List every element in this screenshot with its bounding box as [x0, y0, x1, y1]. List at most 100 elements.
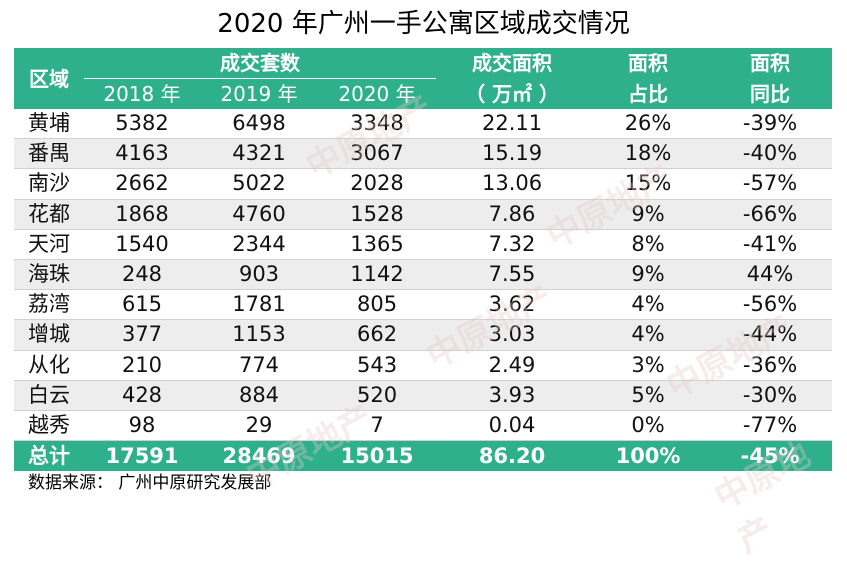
cell-yoy: -39%: [708, 109, 833, 140]
cell-area: 3.93: [436, 380, 589, 412]
header-year-2019: 2019 年: [200, 78, 318, 109]
cell-y2020: 3067: [318, 138, 437, 170]
cell-share: 26%: [588, 109, 709, 140]
cell-y2020: 1528: [318, 199, 437, 230]
cell-share: 3%: [588, 350, 709, 381]
cell-y2019: 1153: [200, 319, 318, 351]
cell-region: 增城: [14, 319, 84, 351]
cell-y2018: 2662: [84, 168, 200, 200]
cell-y2019: 774: [200, 350, 318, 381]
cell-y2018: 210: [84, 350, 200, 381]
cell-area: 3.03: [436, 319, 589, 351]
cell-y2020: 15015: [318, 440, 437, 472]
header-yoy-line2: 同比: [708, 78, 833, 109]
cell-area: 22.11: [436, 109, 589, 140]
cell-y2020: 520: [318, 380, 437, 412]
cell-yoy: -44%: [708, 319, 833, 351]
cell-y2020: 2028: [318, 168, 437, 200]
cell-area: 86.20: [436, 440, 589, 472]
cell-yoy: 44%: [708, 259, 833, 291]
header-area-line1: 成交面积: [436, 48, 589, 79]
cell-yoy: -66%: [708, 199, 833, 230]
table-row: 海珠 248 903 1142 7.55 9% 44%: [14, 259, 833, 291]
header-units-group: 成交套数: [84, 48, 437, 79]
cell-y2020: 1142: [318, 259, 437, 291]
table-row: 黄埔 5382 6498 3348 22.11 26% -39%: [14, 109, 833, 140]
cell-area: 2.49: [436, 350, 589, 381]
cell-y2019: 884: [200, 380, 318, 412]
header-region: 区域: [14, 48, 84, 109]
cell-region: 南沙: [14, 168, 84, 200]
cell-y2020: 3348: [318, 109, 437, 140]
cell-y2020: 7: [318, 410, 437, 442]
cell-y2020: 662: [318, 319, 437, 351]
cell-share: 9%: [588, 259, 709, 291]
cell-share: 4%: [588, 319, 709, 351]
table-row: 花都 1868 4760 1528 7.86 9% -66%: [14, 199, 833, 230]
table-row: 南沙 2662 5022 2028 13.06 15% -57%: [14, 168, 833, 200]
table-row: 白云 428 884 520 3.93 5% -30%: [14, 380, 833, 412]
header-yoy-line1: 面积: [708, 48, 833, 79]
cell-yoy: -36%: [708, 350, 833, 381]
cell-yoy: -56%: [708, 289, 833, 321]
table-row: 荔湾 615 1781 805 3.62 4% -56%: [14, 289, 833, 321]
cell-region: 番禺: [14, 138, 84, 170]
cell-region: 越秀: [14, 410, 84, 442]
cell-region: 白云: [14, 380, 84, 412]
cell-y2019: 1781: [200, 289, 318, 321]
cell-area: 3.62: [436, 289, 589, 321]
cell-area: 7.86: [436, 199, 589, 230]
cell-share: 8%: [588, 229, 709, 261]
cell-y2019: 4760: [200, 199, 318, 230]
table-header: 区域 成交套数 成交面积 面积 面积 2018 年 2019 年 2020 年 …: [14, 48, 833, 109]
cell-share: 5%: [588, 380, 709, 412]
cell-y2019: 6498: [200, 109, 318, 140]
cell-y2019: 5022: [200, 168, 318, 200]
cell-y2019: 903: [200, 259, 318, 291]
cell-share: 4%: [588, 289, 709, 321]
cell-area: 7.55: [436, 259, 589, 291]
cell-area: 0.04: [436, 410, 589, 442]
cell-y2018: 428: [84, 380, 200, 412]
cell-yoy: -30%: [708, 380, 833, 412]
table-row: 增城 377 1153 662 3.03 4% -44%: [14, 319, 833, 351]
cell-y2018: 248: [84, 259, 200, 291]
cell-y2018: 1868: [84, 199, 200, 230]
header-share-line2: 占比: [588, 78, 709, 109]
header-share-line1: 面积: [588, 48, 709, 79]
cell-region: 黄埔: [14, 109, 84, 140]
cell-y2020: 1365: [318, 229, 437, 261]
total-row: 总计 17591 28469 15015 86.20 100% -45%: [14, 440, 833, 472]
cell-region: 从化: [14, 350, 84, 381]
cell-area: 13.06: [436, 168, 589, 200]
cell-region: 总计: [14, 440, 84, 472]
cell-y2020: 543: [318, 350, 437, 381]
cell-yoy: -40%: [708, 138, 833, 170]
cell-yoy: -45%: [708, 440, 833, 472]
cell-y2018: 17591: [84, 440, 200, 472]
cell-share: 9%: [588, 199, 709, 230]
table-row: 番禺 4163 4321 3067 15.19 18% -40%: [14, 138, 833, 170]
cell-share: 0%: [588, 410, 709, 442]
cell-region: 天河: [14, 229, 84, 261]
cell-area: 7.32: [436, 229, 589, 261]
cell-share: 15%: [588, 168, 709, 200]
cell-y2018: 377: [84, 319, 200, 351]
cell-share: 18%: [588, 138, 709, 170]
cell-region: 荔湾: [14, 289, 84, 321]
cell-y2018: 615: [84, 289, 200, 321]
header-area-line2: （ 万㎡ ）: [436, 78, 589, 109]
cell-share: 100%: [588, 440, 709, 472]
table-body: 黄埔 5382 6498 3348 22.11 26% -39% 番禺 4163 4321 3067…: [14, 109, 833, 472]
cell-y2019: 2344: [200, 229, 318, 261]
cell-y2019: 28469: [200, 440, 318, 472]
cell-y2019: 29: [200, 410, 318, 442]
cell-area: 15.19: [436, 138, 589, 170]
source-note: 数据来源： 广州中原研究发展部: [28, 473, 272, 493]
cell-y2018: 4163: [84, 138, 200, 170]
cell-y2020: 805: [318, 289, 437, 321]
header-year-2018: 2018 年: [84, 78, 200, 109]
table-row: 天河 1540 2344 1365 7.32 8% -41%: [14, 229, 833, 261]
cell-yoy: -41%: [708, 229, 833, 261]
cell-region: 海珠: [14, 259, 84, 291]
